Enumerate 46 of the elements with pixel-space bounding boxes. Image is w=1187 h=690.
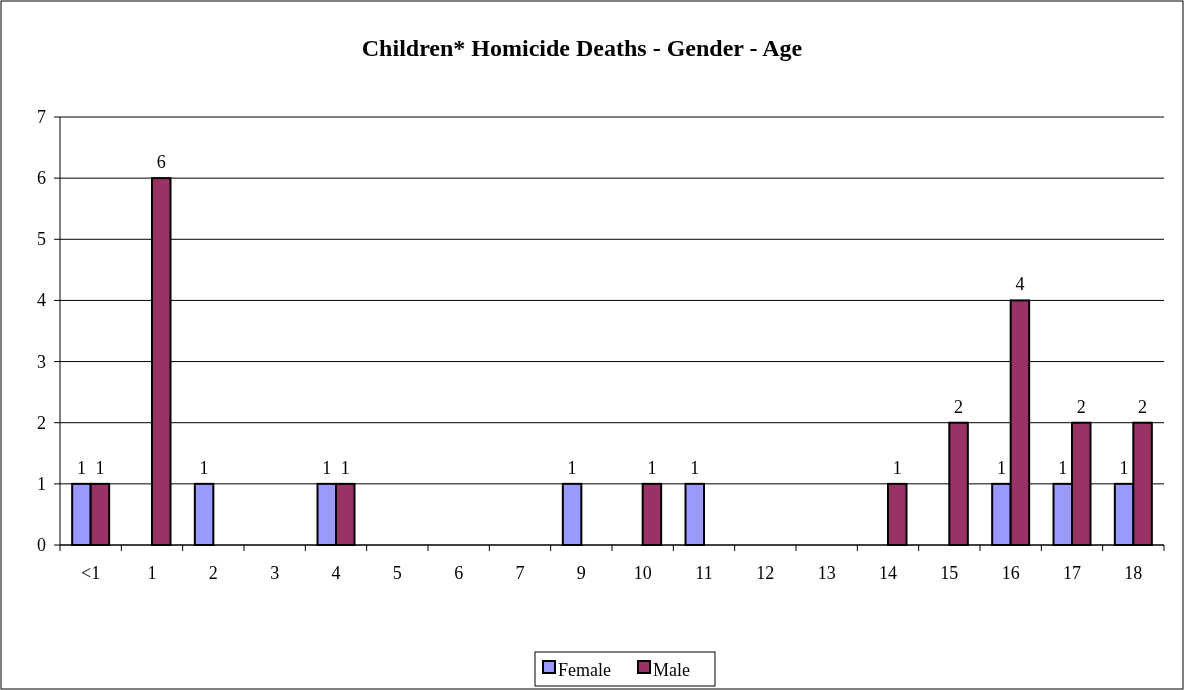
data-label: 1: [95, 457, 105, 478]
data-label: 4: [1015, 274, 1025, 295]
legend-label: Male: [653, 660, 690, 680]
x-tick-label: 12: [756, 563, 775, 583]
y-tick-label: 5: [37, 229, 46, 250]
x-tick-label: 13: [817, 563, 836, 583]
data-label: 1: [322, 457, 332, 478]
x-tick-label: 5: [392, 563, 402, 583]
x-tick-label: 16: [1001, 563, 1020, 583]
data-label: 2: [1138, 396, 1148, 417]
data-label: 1: [76, 457, 86, 478]
y-tick-label: 6: [37, 168, 46, 189]
x-tick-label: 14: [879, 563, 897, 583]
data-label: 1: [996, 457, 1006, 478]
x-tick-label: 7: [515, 563, 525, 583]
x-tick-label: 15: [940, 563, 959, 583]
x-tick-label: 6: [454, 563, 464, 583]
x-tick-label: 10: [633, 563, 652, 583]
data-label: 1: [892, 457, 902, 478]
legend-label: Female: [558, 660, 611, 680]
y-tick-label: 7: [37, 107, 46, 127]
data-label: 1: [567, 457, 577, 478]
x-tick-label: 1: [147, 563, 157, 583]
x-tick-label: 18: [1124, 563, 1143, 583]
x-tick-label: 3: [270, 563, 280, 583]
y-tick-label: 2: [37, 412, 46, 433]
data-label: 2: [954, 396, 964, 417]
x-tick-label: 2: [208, 563, 218, 583]
y-tick-label: 1: [37, 473, 46, 494]
x-tick-label: 17: [1063, 563, 1081, 583]
x-tick-label: 9: [576, 563, 586, 583]
chart-title: Children* Homicide Deaths - Gender - Age: [361, 35, 803, 61]
y-tick-label: 3: [37, 351, 46, 372]
data-label: 1: [1119, 457, 1129, 478]
y-tick-label: 4: [37, 290, 46, 311]
x-tick-label: 4: [331, 563, 341, 583]
data-label: 1: [690, 457, 700, 478]
data-label: 1: [1058, 457, 1068, 478]
data-label: 1: [647, 457, 657, 478]
data-label: 6: [156, 152, 166, 173]
data-label: 2: [1076, 396, 1086, 417]
data-label: 1: [199, 457, 209, 478]
y-tick-label: 0: [37, 535, 46, 555]
x-tick-label: 11: [695, 563, 713, 583]
data-label: 1: [340, 457, 350, 478]
x-tick-label: <1: [81, 563, 101, 583]
